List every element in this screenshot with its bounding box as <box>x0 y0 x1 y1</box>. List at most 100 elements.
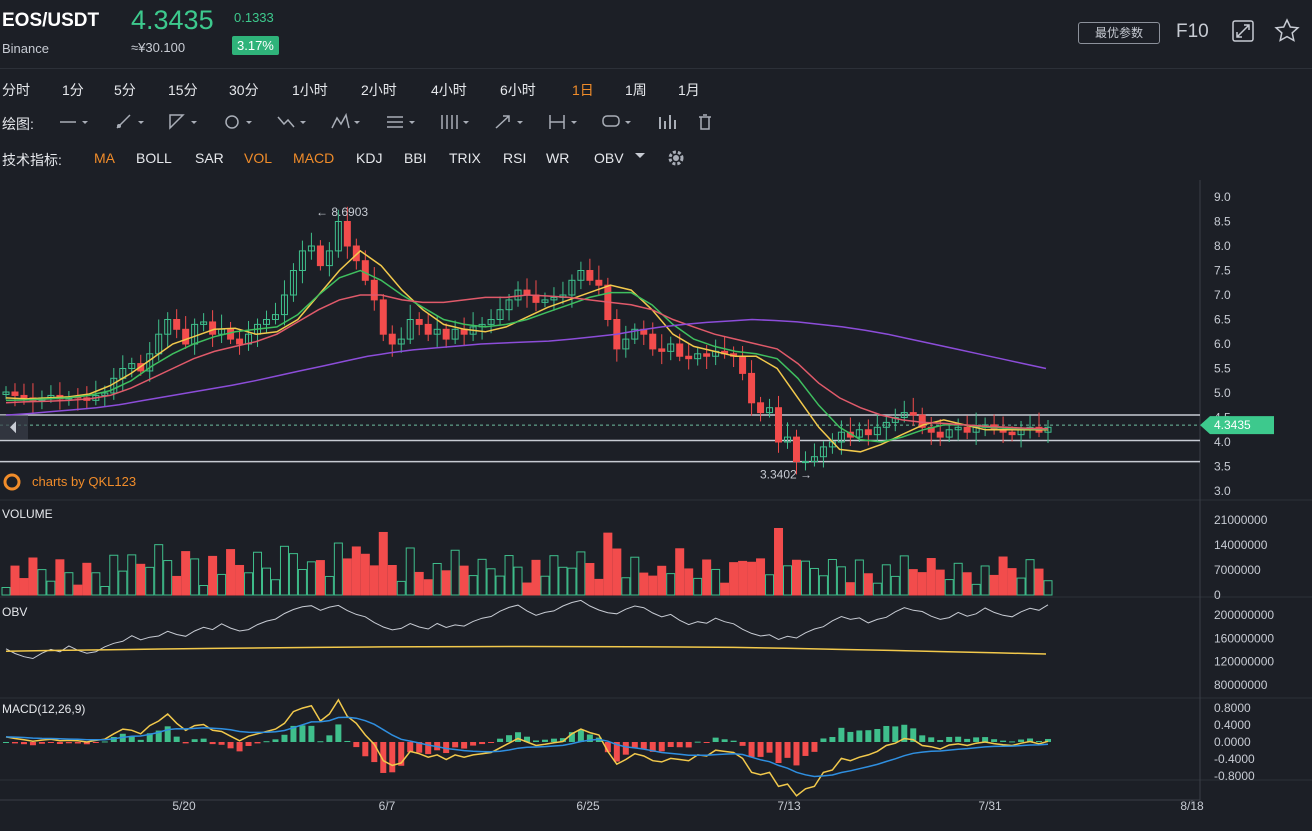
candle <box>11 391 19 396</box>
triangle-tool-icon[interactable] <box>167 112 203 132</box>
macd-hist-bar <box>829 737 836 742</box>
macd-hist-bar <box>281 734 288 742</box>
volume-bar <box>639 572 649 596</box>
volume-bar <box>540 575 550 596</box>
change-percent-badge: 3.17% <box>232 36 279 55</box>
macd-label: MACD(12,26,9) <box>2 702 85 716</box>
macd-hist-bar <box>766 742 773 753</box>
indicator-kdj[interactable]: KDJ <box>356 150 383 166</box>
ma-line-ma20 <box>5 294 1049 430</box>
candle <box>748 372 756 404</box>
candle <box>236 338 244 345</box>
volume-bar <box>324 575 334 596</box>
candle <box>667 343 675 352</box>
period-tab-11[interactable]: 1月 <box>678 82 700 98</box>
stats-tool-icon[interactable] <box>657 112 693 132</box>
candle <box>298 250 306 272</box>
volume-bar <box>657 565 667 596</box>
volume-bar <box>836 566 846 596</box>
macd-hist-bar <box>65 742 72 744</box>
candle <box>307 245 315 252</box>
trash-tool-icon[interactable] <box>695 112 731 132</box>
candle <box>397 338 405 345</box>
volume-bar <box>432 562 442 596</box>
macd-hist-bar <box>730 740 737 742</box>
best-params-button[interactable]: 最优参数 <box>1078 22 1160 44</box>
favorite-star-icon[interactable] <box>1274 18 1300 44</box>
period-tab-4[interactable]: 30分 <box>229 82 259 98</box>
indicator-rsi[interactable]: RSI <box>503 150 527 166</box>
macd-hist-bar <box>20 742 27 745</box>
indicator-boll[interactable]: BOLL <box>136 150 172 166</box>
indicator-obv[interactable]: OBV <box>594 150 624 166</box>
macd-tick: 0.8000 <box>1214 701 1251 715</box>
candle <box>334 221 342 252</box>
candle <box>2 391 10 395</box>
volume-bar <box>279 545 289 596</box>
settings-gear-icon[interactable] <box>666 148 686 171</box>
volume-bar <box>630 556 640 596</box>
obv-line <box>5 599 1049 660</box>
level-handle-arrow <box>10 421 16 434</box>
macd-hist-bar <box>308 725 315 742</box>
zigzag-tool-icon[interactable] <box>276 112 312 132</box>
note-tool-icon[interactable] <box>601 112 637 132</box>
indicator-wr[interactable]: WR <box>546 150 570 166</box>
macd-hist-bar <box>398 742 405 766</box>
period-tab-0[interactable]: 分时 <box>2 82 30 98</box>
period-tab-6[interactable]: 2小时 <box>361 82 397 98</box>
volume-bar <box>935 569 945 596</box>
macd-hist-bar <box>200 738 207 742</box>
indicator-macd[interactable]: MACD <box>293 150 335 166</box>
period-tab-3[interactable]: 15分 <box>168 82 198 98</box>
period-tab-2[interactable]: 5分 <box>114 82 136 98</box>
macd-hist-bar <box>335 724 342 742</box>
measure-tool-icon[interactable] <box>547 112 583 132</box>
fib-tool-icon[interactable] <box>385 112 421 132</box>
price-tick: 9.0 <box>1214 190 1231 204</box>
period-tab-5[interactable]: 1小时 <box>292 82 328 98</box>
indicator-ma[interactable]: MA <box>94 150 115 166</box>
indicator-vol[interactable]: VOL <box>244 150 273 166</box>
macd-hist-bar <box>461 742 468 749</box>
indicator-trix[interactable]: TRIX <box>449 150 481 166</box>
low-label: 3.3402 → <box>760 467 812 481</box>
period-tab-7[interactable]: 4小时 <box>431 82 467 98</box>
volume-bar <box>118 570 128 596</box>
line-tool-icon[interactable] <box>58 112 94 132</box>
fullscreen-icon[interactable] <box>1232 20 1254 42</box>
circle-tool-icon[interactable] <box>222 112 258 132</box>
macd-hist-bar <box>649 742 656 752</box>
time-tick-label: 6/7 <box>379 799 396 813</box>
volume-bar <box>468 575 478 596</box>
volume-bar <box>998 556 1008 596</box>
volume-bar <box>845 582 855 596</box>
ray-tool-icon[interactable] <box>114 112 150 132</box>
volume-bar <box>890 575 900 596</box>
indicator-sar[interactable]: SAR <box>195 150 224 166</box>
period-tab-9[interactable]: 1日 <box>572 82 594 98</box>
period-tab-1[interactable]: 1分 <box>62 82 84 98</box>
volume-bar <box>747 561 757 596</box>
gann-tool-icon[interactable] <box>439 112 475 132</box>
volume-bar <box>738 560 748 596</box>
candle <box>343 221 351 247</box>
price-tick: 6.5 <box>1214 313 1231 327</box>
indicator-label: 技术指标: <box>2 152 62 168</box>
high-label: ← 8.6903 <box>316 205 368 219</box>
macd-hist-bar <box>982 737 989 742</box>
pattern-tool-icon[interactable] <box>330 112 366 132</box>
kline-chart[interactable]: 9.08.58.07.57.06.56.05.55.04.54.03.53.04… <box>0 180 1312 831</box>
indicator-bbi[interactable]: BBI <box>404 150 427 166</box>
candle <box>352 245 360 262</box>
indicator-dropdown-icon[interactable] <box>634 148 646 164</box>
candle <box>694 353 702 360</box>
macd-hist-bar <box>910 728 917 742</box>
period-tab-8[interactable]: 6小时 <box>500 82 536 98</box>
volume-bar <box>244 572 254 596</box>
macd-hist-bar <box>155 730 162 742</box>
f10-button[interactable]: F10 <box>1176 21 1209 42</box>
macd-hist-bar <box>488 742 495 743</box>
period-tab-10[interactable]: 1周 <box>625 82 647 98</box>
arrow-tool-icon[interactable] <box>493 112 529 132</box>
